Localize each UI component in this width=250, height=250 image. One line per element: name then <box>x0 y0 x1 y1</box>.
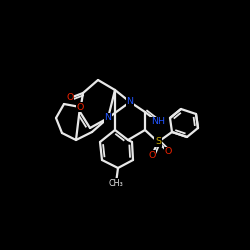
Text: CH₃: CH₃ <box>108 178 124 188</box>
Text: O: O <box>66 94 74 102</box>
Text: O: O <box>164 148 172 156</box>
Text: S: S <box>155 138 161 146</box>
Text: O: O <box>148 150 156 160</box>
Text: N: N <box>104 114 112 122</box>
Text: NH: NH <box>151 118 165 126</box>
Text: N: N <box>126 98 134 106</box>
Text: O: O <box>76 102 84 112</box>
